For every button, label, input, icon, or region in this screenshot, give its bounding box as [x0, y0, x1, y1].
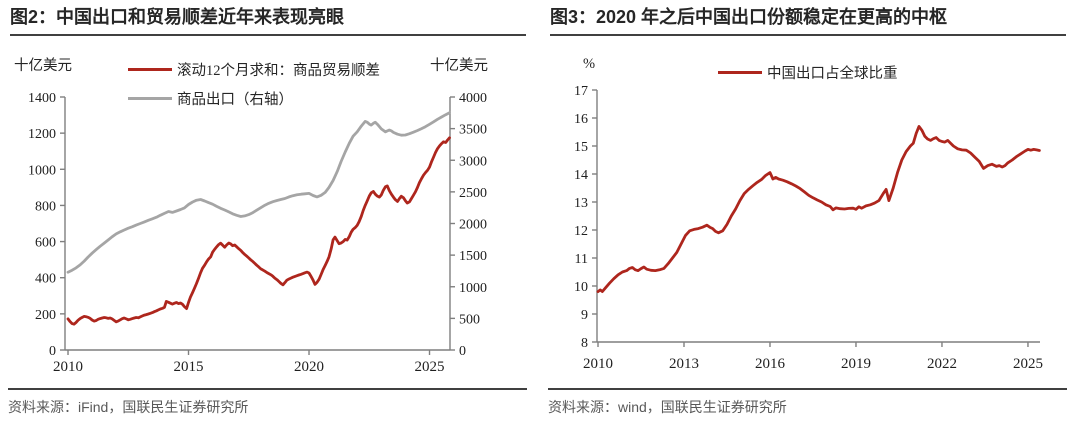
y-tick-label: 2500 [459, 186, 487, 201]
y-tick-label: 2000 [459, 218, 487, 233]
y-tick-label: 10 [574, 280, 588, 295]
y-tick-label: 0 [459, 344, 466, 359]
y-tick-label: 3000 [459, 154, 487, 169]
percent-axis-unit-label: % [583, 56, 596, 72]
legend-label: 中国出口占全球比重 [767, 66, 898, 82]
y-tick-label: 0 [49, 344, 56, 359]
y-tick-label: 600 [35, 236, 56, 251]
y-tick-label: 14 [574, 168, 588, 183]
y-tick-label: 1200 [28, 127, 56, 142]
y-tick-label: 15 [574, 140, 588, 155]
figure3-chart-canvas: 8 9 10 11 12 13 14 15 16 17 2010 2013 2016 2019 2022 20… [574, 84, 1043, 372]
y-tick-label: 13 [574, 196, 588, 211]
y-tick-label: 11 [575, 252, 588, 267]
legend-item-trade-surplus: 滚动12个月求和：商品贸易顺差 [128, 61, 380, 79]
y-tick-label: 3500 [459, 123, 487, 138]
legend-item-goods-export: 商品出口（右轴） [128, 90, 293, 108]
figure3-panel: 图3：2020 年之后中国出口份额稳定在更高的中枢 8 9 10 11 12 13 14 15… [540, 0, 1080, 423]
x-tick-label: 2016 [755, 356, 786, 372]
legend-line-swatch-red [718, 70, 762, 75]
figure3-title: 图3：2020 年之后中国出口份额稳定在更高的中枢 [550, 4, 1066, 36]
y-tick-label: 9 [581, 308, 588, 323]
y-tick-label: 800 [35, 199, 56, 214]
x-tick-label: 2022 [927, 356, 957, 372]
legend-label: 商品出口（右轴） [177, 92, 293, 108]
x-tick-label: 2025 [1013, 356, 1043, 372]
left-axis-unit-label: 十亿美元 [14, 58, 72, 74]
y-tick-label: 1400 [28, 91, 56, 106]
legend-line-swatch-red [128, 67, 172, 72]
y-tick-label: 12 [574, 224, 588, 239]
y-tick-label: 1000 [459, 281, 487, 296]
y-tick-label: 200 [35, 308, 56, 323]
figure2-title: 图2：中国出口和贸易顺差近年来表现亮眼 [10, 4, 526, 36]
x-tick-label: 2020 [294, 359, 324, 375]
figure2-source: 资料来源：iFind，国联民生证券研究所 [8, 388, 527, 417]
figure2-chart-canvas: 0 200 400 600 800 1000 1200 1400 0 500 1000 1500 200… [28, 91, 487, 375]
right-axis-unit-label: 十亿美元 [430, 58, 488, 74]
legend-item-export-share: 中国出口占全球比重 [718, 64, 898, 82]
y-tick-label: 16 [574, 112, 588, 127]
legend-label: 滚动12个月求和：商品贸易顺差 [177, 63, 380, 79]
figure3-source: 资料来源：wind，国联民生证券研究所 [548, 388, 1067, 417]
x-tick-label: 2025 [415, 359, 445, 375]
y-tick-label: 400 [35, 272, 56, 287]
x-tick-label: 2019 [841, 356, 871, 372]
series-line [66, 111, 451, 274]
figure2-panel: 图2：中国出口和贸易顺差近年来表现亮眼 0 200 400 600 800 1000 120… [8, 4, 527, 417]
x-tick-label: 2010 [53, 359, 83, 375]
x-tick-label: 2010 [583, 356, 613, 372]
x-tick-label: 2015 [174, 359, 204, 375]
y-tick-label: 1500 [459, 249, 487, 264]
legend-line-swatch-gray [128, 96, 172, 101]
y-tick-label: 1000 [28, 163, 56, 178]
series-line [596, 125, 1041, 294]
x-tick-label: 2013 [669, 356, 699, 372]
y-tick-label: 8 [581, 336, 588, 351]
y-tick-label: 500 [459, 312, 480, 327]
y-tick-label: 17 [574, 84, 588, 99]
y-tick-label: 4000 [459, 91, 487, 106]
series-line [66, 136, 451, 326]
